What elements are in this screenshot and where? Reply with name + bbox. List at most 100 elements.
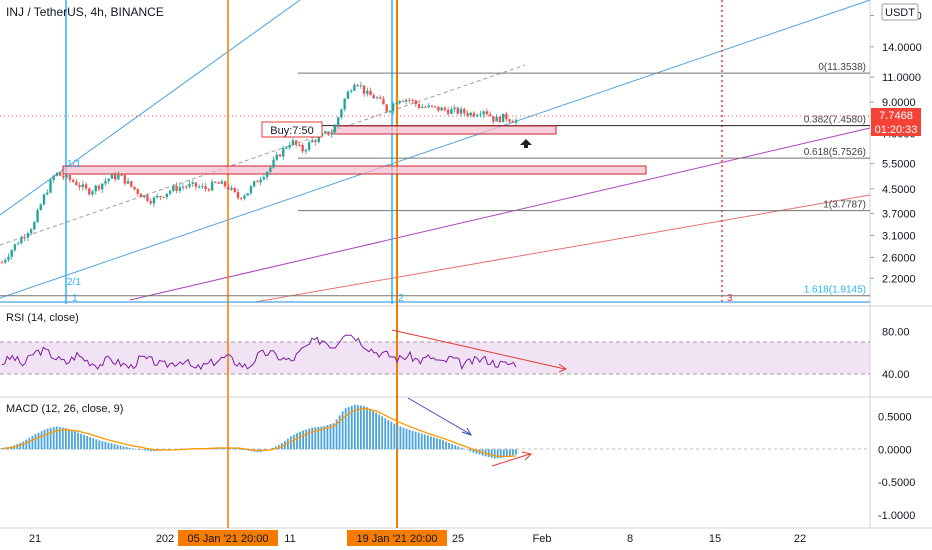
macd-bar (116, 444, 119, 450)
macd-bar (290, 436, 292, 450)
candle-body (104, 181, 107, 184)
macd-bar (293, 434, 295, 450)
macd-bar (512, 449, 514, 456)
candle-body (210, 181, 214, 191)
macd-bar (469, 449, 472, 452)
candle-body (343, 98, 346, 110)
candle-body (485, 111, 489, 115)
currency-badge[interactable]: USDT (885, 7, 915, 19)
macd-bar (22, 441, 25, 450)
marker-label-jan19: 19 Jan '21 20:00 (356, 533, 437, 545)
candle-body (188, 183, 191, 187)
candle-body (369, 90, 372, 96)
macd-bar (241, 449, 244, 450)
macd-bar (296, 433, 298, 450)
candle-body (330, 132, 333, 135)
macd-bar (363, 406, 365, 450)
time-axis-label: 21 (29, 533, 41, 545)
marker-label-jan19-box (347, 530, 447, 546)
macd-bar (28, 437, 31, 450)
candle-body (123, 174, 127, 184)
candle-body (379, 97, 382, 99)
macd-bar (439, 439, 441, 450)
candle-body (75, 181, 78, 186)
marker-label-jan05-box (178, 530, 278, 546)
candle-body (143, 195, 146, 198)
macd-bar (61, 427, 64, 450)
macd-bar (414, 431, 417, 450)
macd-bar (144, 449, 146, 451)
macd-bar (64, 428, 67, 450)
candle-body (33, 221, 36, 230)
candle-body (162, 196, 165, 198)
candle-body (269, 167, 272, 172)
macd-bar (86, 435, 89, 450)
rsi-divergence-line (391, 329, 566, 370)
candle-body (23, 237, 26, 239)
candle-body (421, 107, 424, 109)
price-axis-label: 9.0000 (882, 97, 916, 109)
macd-bar (37, 432, 40, 450)
macd-bar (353, 404, 356, 450)
candle-body (236, 191, 240, 198)
candle-body (220, 181, 224, 184)
candle-body (311, 140, 314, 143)
candle-body (149, 200, 152, 204)
candle-body (168, 190, 172, 194)
currency-badge-box[interactable] (881, 3, 919, 21)
candle-body (230, 187, 233, 190)
candle-body (511, 121, 514, 123)
macd-bar (80, 433, 82, 450)
macd-bar (451, 444, 454, 450)
price-axis-label: 5.5000 (882, 159, 916, 171)
time-axis-label: 22 (794, 533, 806, 545)
candle-body (217, 182, 220, 184)
candle-body (453, 107, 456, 110)
candle-body (117, 174, 120, 180)
candle-body (227, 186, 230, 190)
last-price-tag (871, 108, 921, 122)
candle-body (204, 186, 207, 190)
candle-body (430, 105, 434, 107)
macd-bar (445, 441, 447, 450)
candle-body (272, 159, 275, 168)
candle-body (324, 131, 327, 134)
candle-body (262, 177, 266, 180)
macd-bar (89, 437, 92, 450)
candle-body (4, 259, 7, 263)
fib-level-label: 0.618(5.7526) (804, 147, 866, 158)
macd-bar (43, 429, 46, 450)
macd-axis-label: -0.5000 (878, 477, 915, 489)
candle-body (233, 187, 236, 192)
macd-bar (405, 428, 408, 450)
macd-bar (122, 446, 125, 450)
macd-divergence-line (407, 397, 471, 435)
macd-bar (384, 418, 387, 450)
macd-bar (515, 449, 517, 455)
candle-body (395, 103, 398, 105)
candle-body (181, 186, 185, 188)
macd-bar (308, 428, 311, 450)
candle-body (333, 125, 337, 133)
candle-body (240, 197, 243, 199)
candle-body (362, 85, 366, 94)
candle-body (424, 107, 427, 109)
rsi-title: RSI (14, close) (6, 312, 79, 324)
macd-bar (442, 440, 444, 450)
candle-body (185, 186, 188, 188)
macd-bar (55, 426, 58, 450)
candle-body (456, 107, 460, 114)
candle-body (505, 113, 508, 120)
macd-bull-line (491, 453, 531, 467)
candle-body (159, 195, 162, 197)
macd-bar (372, 410, 374, 450)
candle-body (62, 175, 65, 178)
candle-body (139, 193, 143, 198)
macd-bar (119, 445, 122, 450)
macd-bar (153, 449, 155, 452)
candle-body (356, 84, 359, 86)
candle-body (366, 90, 369, 94)
time-axis: 21 202 11 25 Feb 8 15 22 (29, 533, 806, 545)
